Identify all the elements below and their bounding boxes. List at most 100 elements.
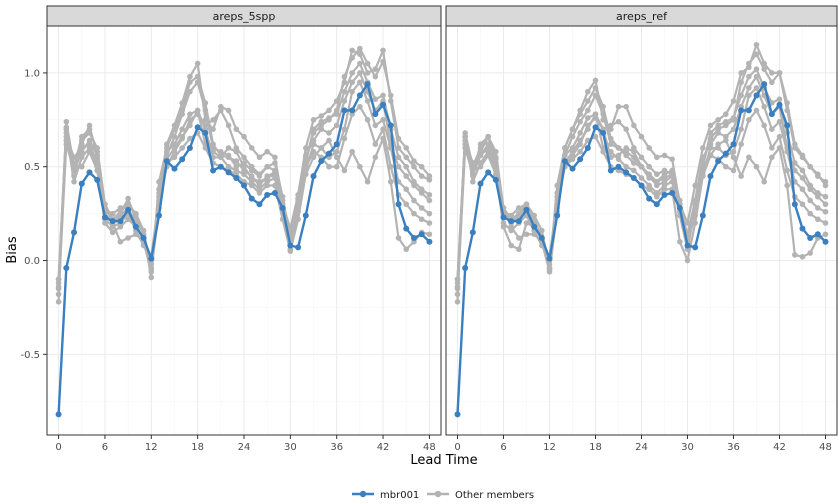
data-point [753, 85, 760, 91]
data-point [171, 154, 178, 161]
data-point [776, 101, 783, 108]
data-point [454, 298, 461, 305]
data-point [387, 122, 394, 129]
data-point [171, 122, 178, 129]
data-point [279, 204, 286, 211]
x-tick-label: 30 [681, 442, 694, 453]
data-point [326, 107, 332, 114]
data-point [569, 156, 576, 163]
data-point [600, 117, 606, 123]
data-point [477, 141, 484, 147]
data-point [349, 88, 355, 95]
data-point [202, 145, 209, 151]
data-point [469, 229, 476, 236]
data-point [264, 191, 271, 198]
data-point [562, 152, 568, 159]
data-point [470, 171, 476, 178]
data-point [287, 242, 294, 249]
data-point [171, 165, 178, 172]
data-point [454, 283, 461, 290]
data-point [585, 98, 591, 104]
data-point [55, 283, 62, 290]
data-point [776, 133, 783, 140]
x-tick-label: 48 [423, 442, 436, 453]
data-point [341, 135, 348, 142]
data-point [799, 225, 806, 232]
data-point [631, 122, 637, 129]
data-point [179, 156, 186, 163]
data-point [615, 118, 622, 125]
panel-areps_ref: areps_ref 0 6 12 18 24 30 36 42 48 [445, 5, 838, 453]
legend-item-other-members: Other members [427, 490, 534, 501]
data-point [738, 141, 744, 147]
data-point [815, 205, 821, 211]
data-point [94, 145, 101, 151]
data-point [403, 225, 410, 232]
data-point [531, 216, 537, 223]
data-point [326, 163, 332, 170]
y-tick-label: -0.5 [20, 350, 40, 361]
data-point [117, 223, 124, 230]
data-point [233, 126, 240, 132]
data-point [822, 238, 829, 245]
data-point [646, 145, 652, 151]
data-point [692, 244, 699, 251]
data-point [815, 193, 821, 200]
data-point [295, 244, 302, 251]
data-point [638, 175, 645, 181]
data-point [653, 201, 660, 208]
data-point [71, 229, 78, 236]
data-point [411, 197, 417, 204]
data-point [769, 79, 775, 86]
data-point [303, 171, 309, 178]
data-point [715, 158, 722, 165]
data-point [310, 148, 317, 155]
data-point [822, 201, 829, 208]
data-point [784, 167, 790, 174]
data-point [148, 255, 155, 262]
data-point [822, 193, 829, 200]
data-point [715, 117, 721, 123]
data-point [333, 122, 340, 129]
data-point [807, 210, 813, 217]
data-point [372, 66, 379, 72]
data-point [753, 107, 760, 114]
data-point [372, 96, 379, 102]
data-point [592, 111, 599, 117]
data-point [807, 250, 813, 256]
data-point [171, 133, 178, 140]
data-point [492, 176, 499, 183]
data-point [600, 148, 606, 155]
data-point [508, 218, 515, 225]
data-point [792, 252, 798, 258]
data-point [364, 60, 371, 67]
data-point [753, 41, 760, 48]
data-point [380, 101, 387, 108]
data-point [357, 163, 363, 170]
data-point [761, 103, 767, 110]
data-point [592, 77, 599, 84]
data-point [295, 195, 301, 202]
data-point [485, 133, 491, 140]
data-point [194, 60, 201, 67]
data-point [615, 145, 622, 151]
data-point [341, 98, 348, 104]
data-point [171, 145, 178, 151]
data-point [615, 103, 622, 110]
data-point [654, 178, 660, 185]
data-point [700, 154, 706, 161]
data-point [163, 141, 170, 147]
data-point [71, 178, 77, 185]
data-point [822, 208, 829, 215]
data-point [403, 201, 410, 208]
data-point [669, 171, 675, 178]
data-point [822, 182, 829, 189]
data-point [55, 411, 62, 418]
data-point [357, 45, 363, 52]
data-point [769, 70, 775, 76]
data-point [364, 70, 371, 76]
data-point [493, 171, 499, 178]
data-point [661, 152, 668, 159]
